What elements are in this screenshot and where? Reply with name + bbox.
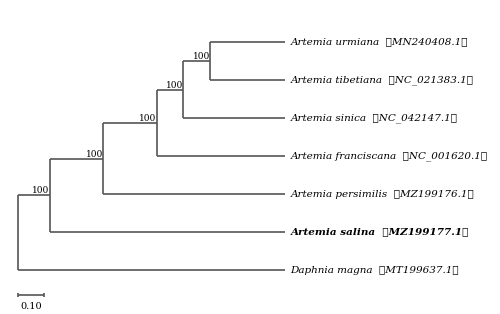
Text: 100: 100 xyxy=(166,81,184,90)
Text: Artemia persimilis  （MZ199176.1）: Artemia persimilis （MZ199176.1） xyxy=(290,190,474,199)
Text: 0.10: 0.10 xyxy=(20,302,42,311)
Text: 100: 100 xyxy=(193,52,210,61)
Text: 100: 100 xyxy=(32,186,50,195)
Text: Artemia sinica  （NC_042147.1）: Artemia sinica （NC_042147.1） xyxy=(290,113,458,123)
Text: Artemia urmiana  （MN240408.1）: Artemia urmiana （MN240408.1） xyxy=(290,38,468,47)
Text: Artemia tibetiana  （NC_021383.1）: Artemia tibetiana （NC_021383.1） xyxy=(290,75,474,85)
Text: 100: 100 xyxy=(140,114,156,123)
Text: 100: 100 xyxy=(86,149,103,159)
Text: Artemia franciscana  （NC_001620.1）: Artemia franciscana （NC_001620.1） xyxy=(290,151,488,161)
Text: Daphnia magna  （MT199637.1）: Daphnia magna （MT199637.1） xyxy=(290,266,459,275)
Text: Artemia salina  （MZ199177.1）: Artemia salina （MZ199177.1） xyxy=(290,228,469,237)
